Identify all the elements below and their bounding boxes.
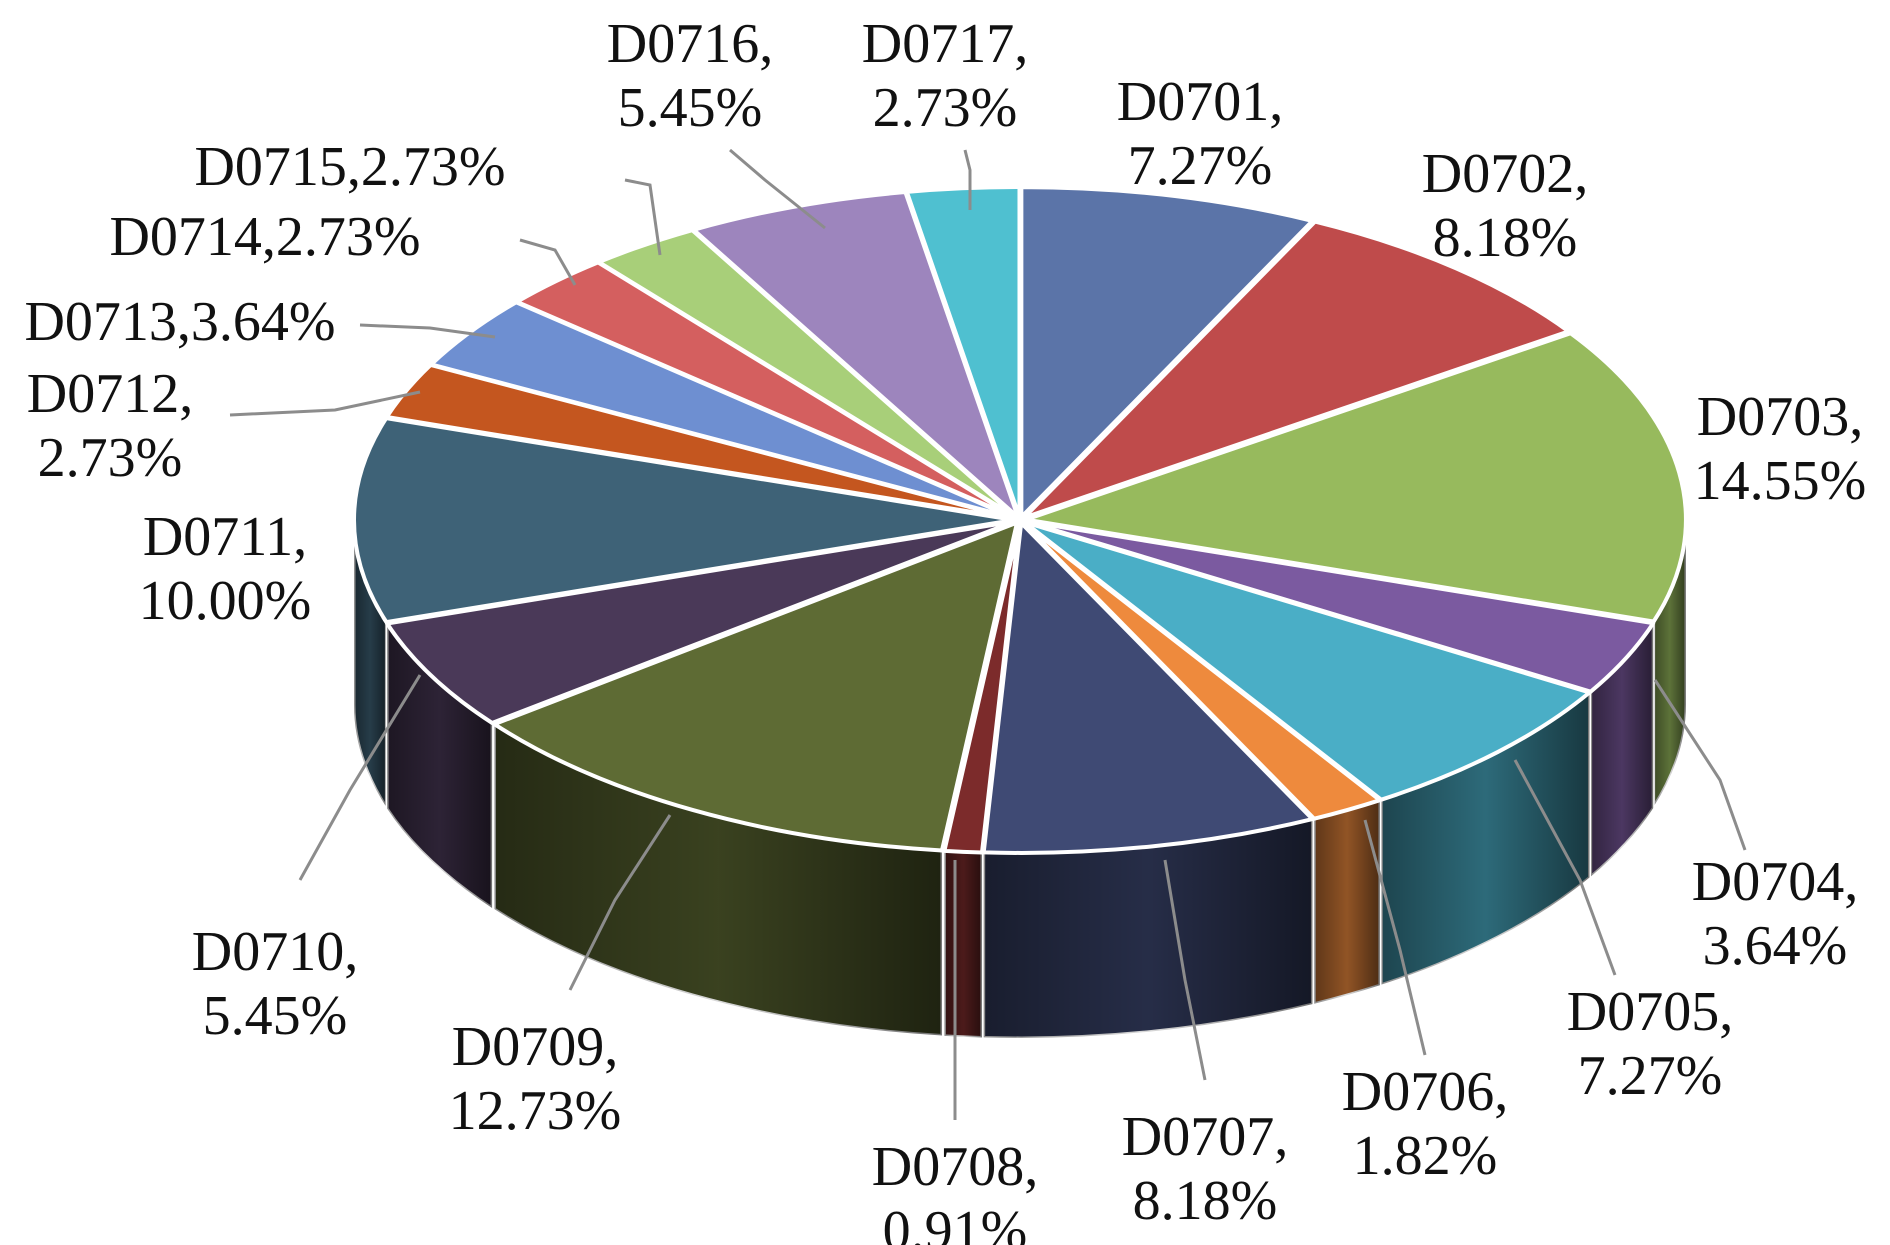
pie-slice-d0711	[352, 416, 1016, 625]
leader-lines	[229, 148, 1747, 1120]
slice-label-d0703: D0703, 14.55%	[1694, 386, 1867, 512]
slice-label-d0701: D0701, 7.27%	[1117, 71, 1283, 197]
slice-label-d0717: D0717, 2.73%	[862, 13, 1028, 139]
pie-side-d0706	[1312, 798, 1382, 1006]
pie-slice-d0702	[1021, 219, 1571, 520]
leader-line-d0705	[1513, 759, 1617, 976]
slice-label-d0712: D0712, 2.73%	[27, 363, 193, 489]
slice-label-d0713: D0713,3.64%	[24, 291, 335, 353]
slice-label-d0710: D0710, 5.45%	[192, 921, 358, 1047]
slice-label-d0716: D0716, 5.45%	[607, 13, 773, 139]
slice-label-d0704: D0704, 3.64%	[1692, 851, 1858, 977]
leader-line-d0712	[229, 390, 421, 417]
slice-label-d0714: D0714,2.73%	[109, 206, 420, 268]
slice-label-d0705: D0705, 7.27%	[1567, 981, 1733, 1107]
pie-slice-d0707	[981, 520, 1315, 855]
leader-line-d0714	[519, 238, 577, 286]
leader-line-d0717	[963, 149, 972, 210]
leader-line-d0713	[359, 323, 496, 339]
leader-line-d0707	[1163, 859, 1207, 1081]
leader-line-d0706	[1363, 819, 1427, 1056]
leader-line-d0709	[568, 814, 672, 991]
pie-slice-d0701	[1019, 185, 1315, 520]
slice-label-d0715: D0715,2.73%	[194, 136, 505, 198]
pie-slice-d0703	[1023, 331, 1688, 624]
slice-label-d0706: D0706, 1.82%	[1342, 1061, 1508, 1187]
slice-label-d0707: D0707, 8.18%	[1122, 1106, 1288, 1232]
slice-labels: D0701, 7.27% D0702, 8.18% D0703, 14.55% D0704,…	[24, 13, 1866, 1245]
slice-label-d0702: D0702, 8.18%	[1422, 143, 1588, 269]
pie-slice-d0717	[904, 185, 1022, 520]
pie-tops	[352, 185, 1688, 855]
pie-slice-d0709	[492, 520, 1020, 853]
pie-slice-d0708	[942, 520, 1022, 855]
leader-line-d0715	[624, 178, 662, 256]
slice-label-d0708: D0708, 0.91%	[872, 1136, 1038, 1245]
pie-slice-d0705	[1022, 520, 1592, 802]
slice-label-d0711: D0711, 10.00%	[139, 506, 312, 632]
leader-line-d0710	[298, 674, 422, 881]
leader-line-d0704	[1653, 679, 1747, 851]
pie-side-d0708	[942, 849, 984, 1040]
pie-slice-d0710	[385, 519, 1017, 725]
slice-label-d0709: D0709, 12.73%	[449, 1016, 622, 1142]
leader-line-d0716	[729, 148, 826, 230]
